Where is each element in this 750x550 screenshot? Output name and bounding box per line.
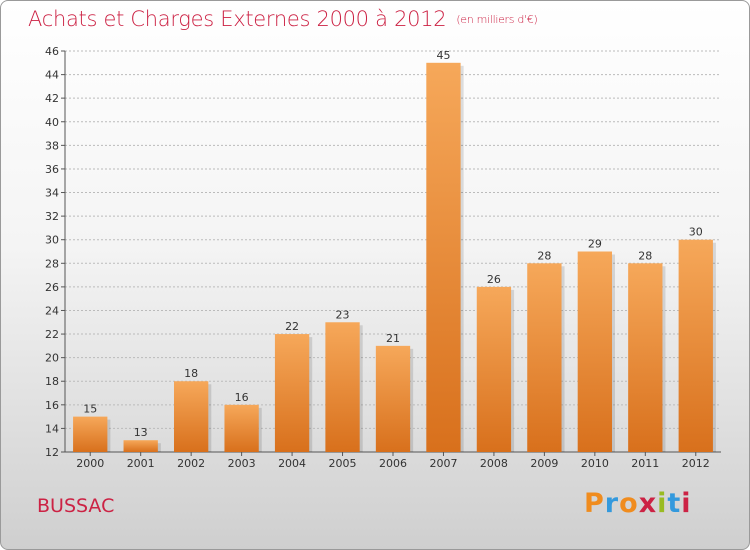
x-tick-label: 2004: [278, 457, 306, 470]
bar: [628, 263, 663, 452]
bar-value-label: 16: [235, 391, 249, 404]
y-tick-label: 16: [45, 399, 59, 412]
logo-letter: i: [657, 488, 668, 519]
x-tick-label: 2007: [429, 457, 457, 470]
y-tick-label: 24: [45, 304, 59, 317]
bar: [678, 239, 713, 452]
bar-value-label: 45: [436, 49, 450, 62]
bar: [426, 62, 461, 452]
bar: [375, 345, 411, 452]
y-tick-label: 30: [45, 234, 59, 247]
bar: [73, 416, 108, 452]
bar: [476, 286, 512, 452]
y-tick-label: 14: [45, 422, 59, 435]
bar-value-label: 30: [689, 226, 703, 239]
y-tick-label: 36: [45, 163, 59, 176]
bar-value-label: 13: [134, 426, 148, 439]
logo-letter: o: [619, 488, 639, 519]
logo-letter: t: [667, 488, 682, 519]
bar: [325, 322, 360, 452]
x-tick-label: 2003: [228, 457, 256, 470]
x-tick-label: 2005: [329, 457, 357, 470]
logo-letter: i: [681, 488, 692, 519]
axes: 12 14 16 18 20 22 24 26 28 30 32 34 36 38 40 42 44 46 2000…: [45, 45, 721, 470]
bar: [123, 440, 158, 452]
proxiti-logo: Proxiti: [584, 488, 692, 519]
bar: [527, 263, 562, 452]
y-tick-label: 38: [45, 139, 59, 152]
x-tick-label: 2008: [480, 457, 508, 470]
value-labels: 15 13 18 16 22 23 21 45 26 28 29 28 30: [83, 49, 703, 439]
y-tick-label: 32: [45, 210, 59, 223]
y-tick-label: 18: [45, 375, 59, 388]
x-tick-label: 2002: [177, 457, 205, 470]
bar-value-label: 21: [386, 332, 400, 345]
y-tick-label: 46: [45, 45, 59, 58]
bar-value-label: 15: [83, 403, 97, 416]
x-tick-label: 2011: [631, 457, 659, 470]
bar-value-label: 28: [638, 249, 652, 262]
x-tick-label: 2010: [581, 457, 609, 470]
bar: [274, 334, 310, 452]
chart-title-text: Achats et Charges Externes 2000 à 2012: [28, 7, 447, 31]
x-tick-label: 2001: [127, 457, 155, 470]
bars: [73, 62, 716, 452]
commune-name: BUSSAC: [37, 495, 115, 517]
bar: [224, 404, 259, 452]
bar-value-label: 22: [285, 320, 299, 333]
y-tick-label: 26: [45, 281, 59, 294]
bar-value-label: 18: [184, 367, 198, 380]
y-tick-label: 40: [45, 116, 59, 129]
logo-letter: r: [604, 488, 620, 519]
logo-letter: x: [638, 488, 658, 519]
y-tick-label: 22: [45, 328, 59, 341]
chart-title: Achats et Charges Externes 2000 à 2012 (e…: [28, 7, 538, 31]
chart-subtitle: (en milliers d'€): [456, 13, 538, 26]
x-tick-label: 2009: [530, 457, 558, 470]
x-tick-label: 2012: [682, 457, 710, 470]
logo-letter: P: [584, 488, 605, 519]
x-tick-label: 2006: [379, 457, 407, 470]
y-tick-label: 44: [45, 69, 59, 82]
bar: [173, 381, 209, 452]
bar-value-label: 28: [537, 249, 551, 262]
x-tick-label: 2000: [76, 457, 104, 470]
bar-value-label: 29: [588, 238, 602, 251]
y-tick-label: 34: [45, 187, 59, 200]
y-tick-label: 20: [45, 352, 59, 365]
bar-value-label: 26: [487, 273, 501, 286]
y-tick-label: 42: [45, 92, 59, 105]
y-tick-label: 28: [45, 257, 59, 270]
bar-value-label: 23: [336, 308, 350, 321]
y-tick-label: 12: [45, 446, 59, 459]
bar: [577, 251, 613, 452]
